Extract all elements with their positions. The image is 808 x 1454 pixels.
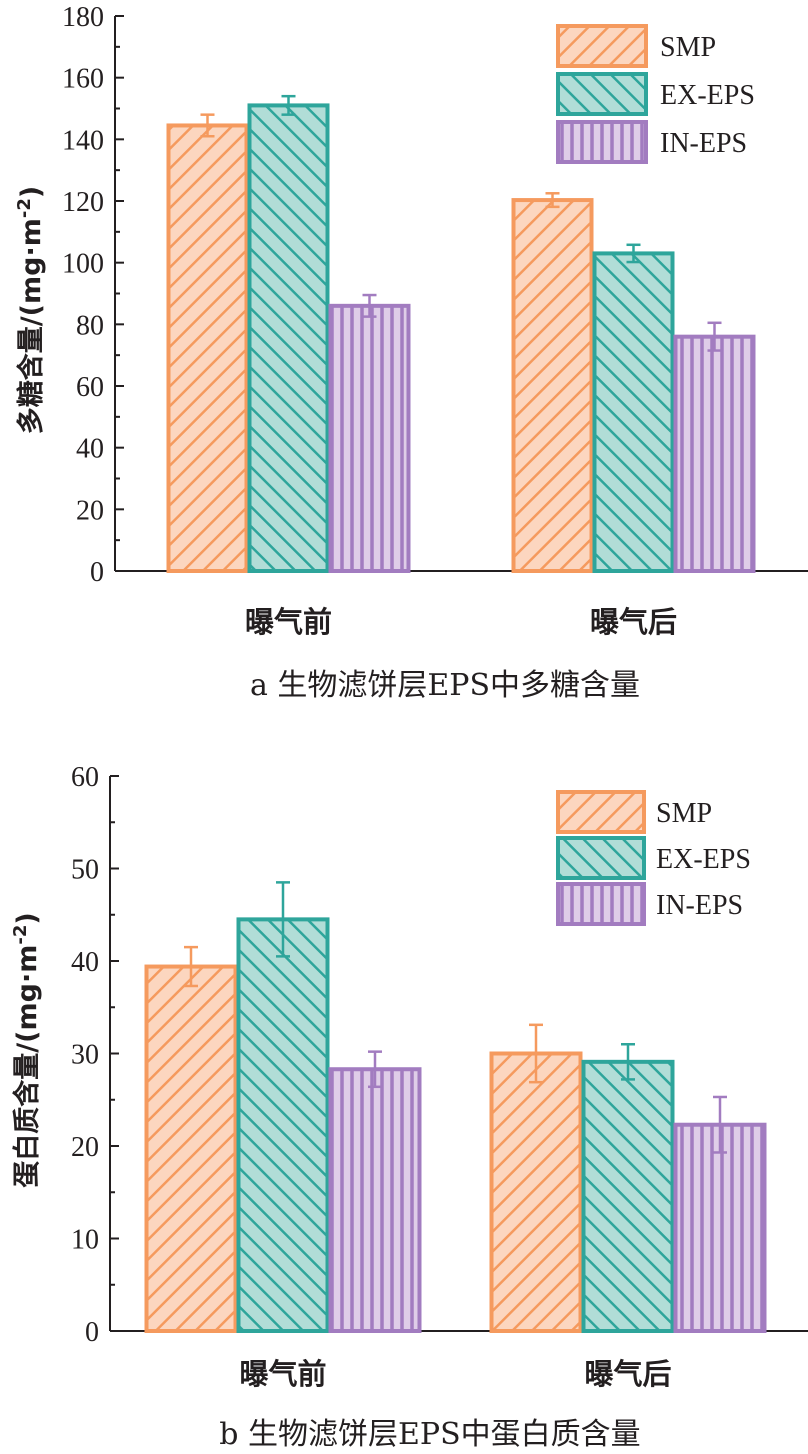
x-tick-label: 曝气后 [584, 1357, 671, 1391]
bar-smp-before [144, 964, 238, 1333]
bar-ex-eps-after [592, 251, 675, 574]
error-bar [621, 1043, 635, 1081]
legend-b: SMP EX-EPS IN-EPS [556, 790, 751, 926]
y-tick-label: 100 [62, 249, 104, 280]
x-tick-label: 曝气后 [590, 605, 677, 639]
y-tick-label: 20 [76, 495, 104, 526]
y-axis-b: 0 10 20 30 40 50 60 [71, 762, 808, 1348]
y-tick-label: 10 [71, 1225, 99, 1256]
y-tick-label: 30 [71, 1040, 99, 1071]
y-tick-label: 0 [90, 557, 104, 588]
bar-smp-before [166, 123, 249, 573]
bars-b [144, 881, 767, 1333]
legend-label: IN-EPS [656, 890, 743, 921]
legend-label: SMP [660, 32, 716, 63]
y-axis-label-a: 多糖含量/(mg·m-2) [14, 186, 47, 434]
error-bar [200, 113, 215, 138]
legend-swatch-in-eps [556, 120, 648, 164]
error-bar [281, 94, 296, 116]
error-bar [713, 1095, 727, 1154]
y-tick-label: 0 [85, 1317, 99, 1348]
error-bar [545, 192, 560, 209]
legend-label: EX-EPS [660, 80, 755, 111]
bar-in-eps-after [673, 334, 756, 573]
y-tick-label: 50 [71, 855, 99, 886]
y-tick-label: 80 [76, 310, 104, 341]
error-bar [626, 243, 641, 264]
chart-title-a: a 生物滤饼层EPS中多糖含量 [250, 668, 640, 703]
bar-in-eps-before [328, 1067, 422, 1333]
y-tick-label: 40 [76, 434, 104, 465]
legend-swatch-smp [556, 24, 648, 68]
error-bar [184, 945, 198, 988]
error-bar [529, 1023, 543, 1084]
y-tick-label: 160 [62, 64, 104, 95]
error-bar [362, 293, 377, 318]
legend-label: IN-EPS [660, 128, 747, 159]
bar-in-eps-before [328, 303, 411, 573]
bar-ex-eps-after [581, 1059, 675, 1333]
x-tick-label: 曝气前 [239, 1357, 326, 1391]
y-axis-label-b: 蛋白质含量/(mg·m-2) [10, 912, 43, 1187]
y-tick-label: 180 [62, 2, 104, 33]
chart-title-b: b 生物滤饼层EPS中蛋白质含量 [219, 1417, 640, 1452]
legend-swatch-smp [556, 790, 646, 834]
error-bar [276, 881, 290, 958]
y-tick-label: 20 [71, 1132, 99, 1163]
y-tick-label: 120 [62, 187, 104, 218]
y-tick-label: 60 [71, 762, 99, 793]
y-tick-label: 40 [71, 947, 99, 978]
bar-in-eps-after [673, 1122, 767, 1333]
legend-label: EX-EPS [656, 844, 751, 875]
bar-ex-eps-before [236, 917, 330, 1333]
y-axis-a: 0 20 40 60 80 100 120 140 160 180 [62, 2, 808, 588]
y-tick-label: 140 [62, 125, 104, 156]
bar-smp-after [511, 198, 594, 573]
y-tick-label: 60 [76, 372, 104, 403]
error-bar [707, 321, 722, 352]
legend-swatch-ex-eps [556, 836, 646, 880]
chart-panel-a: 多糖含量/(mg·m-2) 0 20 40 60 80 100 120 140 160 180 S… [14, 2, 808, 703]
bars-a [166, 94, 756, 574]
bar-smp-after [489, 1051, 583, 1333]
bar-ex-eps-before [247, 103, 330, 574]
chart-panel-b: 蛋白质含量/(mg·m-2) 0 10 20 30 40 50 60 SMP EX-EPS IN… [10, 762, 808, 1452]
legend-swatch-ex-eps [556, 72, 648, 116]
x-tick-label: 曝气前 [245, 605, 332, 639]
error-bar [368, 1050, 382, 1089]
legend-label: SMP [656, 798, 712, 829]
legend-a: SMP EX-EPS IN-EPS [556, 24, 755, 164]
legend-swatch-in-eps [556, 882, 646, 926]
